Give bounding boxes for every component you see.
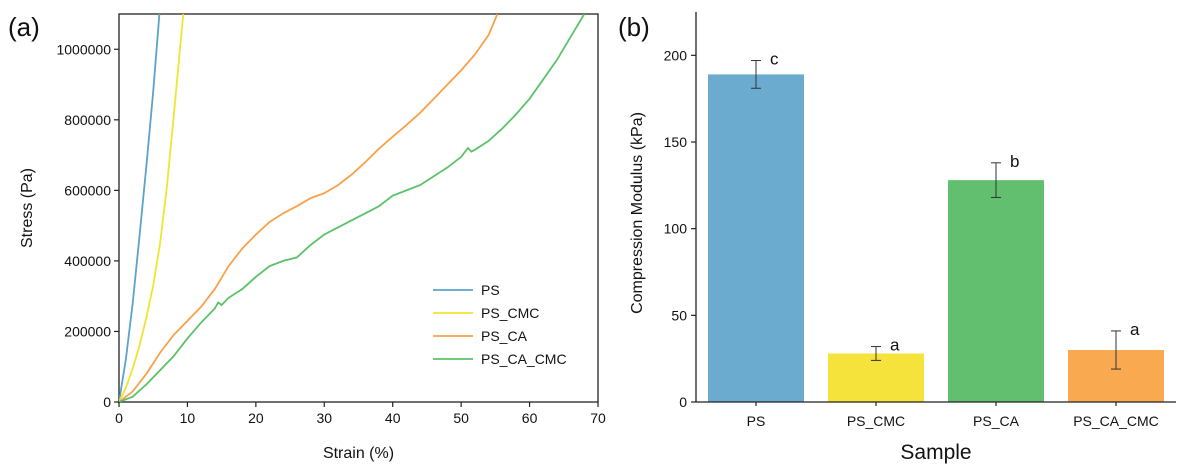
chart-a-axes: 0 10 20 30 40 50 60 70 0 200000 400000 600000 800000…: [56, 13, 606, 426]
significance-letter: b: [1010, 152, 1019, 171]
series-line-ps-ca: [119, 14, 499, 402]
x-tick-label: 70: [590, 410, 606, 426]
stress-strain-chart: 0 10 20 30 40 50 60 70 0 200000 400000 600000 800000…: [19, 13, 606, 462]
x-category-label: PS_CA: [973, 413, 1020, 429]
x-category-label: PS_CA_CMC: [1073, 413, 1159, 429]
x-category-label: PS: [747, 413, 766, 429]
chart-b-axes: PS PS_CMC PS_CA PS_CA_CMC 0 50 100 150 200: [664, 12, 1176, 429]
y-tick-label: 400000: [64, 253, 111, 269]
bar-ps-ca: [948, 180, 1044, 402]
chart-a-series: [119, 14, 586, 402]
panel-a-label: (a): [8, 12, 40, 42]
chart-a-legend: PS PS_CMC PS_CA PS_CA_CMC: [433, 282, 567, 367]
y-tick-label: 200000: [64, 323, 111, 339]
y-tick-label: 600000: [64, 182, 111, 198]
y-tick-label: 0: [103, 394, 111, 410]
chart-b-x-axis-title: Sample: [900, 441, 971, 464]
series-line-ps: [119, 14, 161, 402]
x-tick-label: 20: [248, 410, 264, 426]
series-line-ps-ca-cmc: [119, 14, 586, 402]
bar-ps: [708, 74, 804, 403]
legend-label: PS: [481, 282, 500, 298]
significance-letter: a: [1130, 320, 1140, 339]
y-tick-label: 800000: [64, 112, 111, 128]
y-tick-label: 100: [664, 221, 688, 237]
bar-ps-cmc: [828, 353, 924, 402]
y-tick-label: 200: [664, 47, 688, 63]
chart-b-y-axis-title: Compression Modulus (kPa): [629, 112, 646, 314]
chart-a-y-axis-title: Stress (Pa): [19, 168, 36, 248]
y-tick-label: 150: [664, 134, 688, 150]
series-line-ps-cmc: [119, 14, 185, 402]
y-tick-label: 50: [671, 307, 687, 323]
x-category-label: PS_CMC: [847, 413, 905, 429]
x-tick-label: 50: [453, 410, 469, 426]
x-tick-label: 0: [115, 410, 123, 426]
chart-a-frame: [118, 13, 599, 403]
panel-b-label: (b): [618, 12, 650, 42]
significance-letter: c: [770, 50, 779, 69]
legend-label: PS_CMC: [481, 305, 539, 321]
x-tick-label: 10: [180, 410, 196, 426]
legend-label: PS_CA: [481, 328, 528, 344]
chart-b-bars: c a b a: [708, 50, 1164, 403]
y-tick-label: 0: [679, 394, 687, 410]
legend-label: PS_CA_CMC: [481, 351, 567, 367]
x-tick-label: 40: [385, 410, 401, 426]
chart-a-x-axis-title: Strain (%): [323, 445, 394, 462]
x-tick-label: 60: [522, 410, 538, 426]
y-tick-label: 1000000: [56, 41, 111, 57]
significance-letter: a: [890, 336, 900, 355]
x-tick-label: 30: [316, 410, 332, 426]
